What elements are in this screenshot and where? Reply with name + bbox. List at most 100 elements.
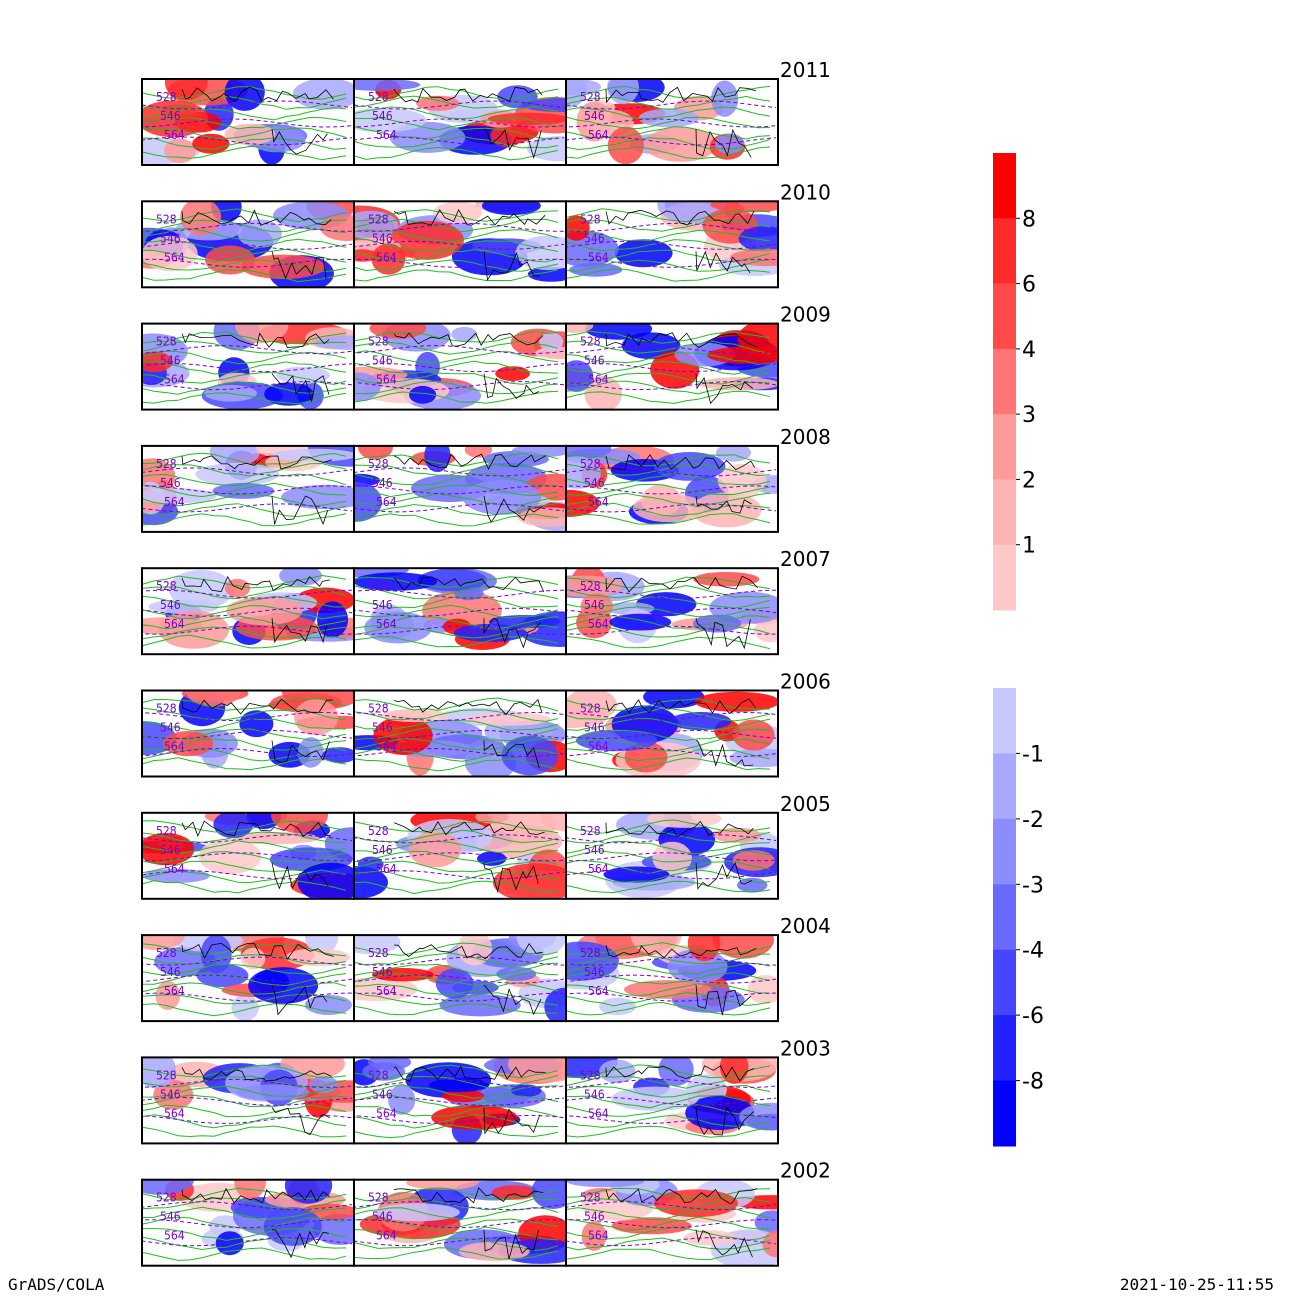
reference-contour-dashed xyxy=(566,974,777,984)
reference-contour-dashed xyxy=(142,345,353,355)
map-panel: 528 546 564 xyxy=(565,322,779,411)
geopotential-contour xyxy=(566,1206,771,1221)
negative-anomaly-shading xyxy=(271,448,354,462)
map-panel: 528 546 564 xyxy=(141,322,355,411)
map-panel: 528 546 564 xyxy=(353,1178,567,1267)
geopotential-contour xyxy=(354,372,559,385)
geopotential-contour xyxy=(566,454,771,467)
geopotential-contour xyxy=(566,707,771,722)
reference-contour-dashed xyxy=(354,485,565,495)
coastline xyxy=(605,86,757,158)
negative-anomaly-shading xyxy=(409,385,437,404)
colorbar-negative: -1 -2 -3 -4 -6 -8 xyxy=(993,688,1044,1147)
geopotential-contour xyxy=(354,1084,559,1099)
colorbar-tick-label: 8 xyxy=(1022,207,1036,232)
geopotential-contour xyxy=(354,380,559,395)
geopotential-contour xyxy=(142,259,347,273)
reference-contour-dashed xyxy=(142,625,353,635)
reference-contour-dashed xyxy=(142,1219,353,1229)
geopotential-contour xyxy=(142,757,347,771)
positive-anomaly-shading xyxy=(408,831,462,868)
positive-anomaly-shading xyxy=(653,1189,738,1218)
reference-contour-dashed xyxy=(142,607,353,617)
negative-anomaly-shading xyxy=(317,601,348,638)
geopotential-contour xyxy=(142,1085,347,1098)
geopotential-contour xyxy=(354,218,559,233)
positive-anomaly-shading xyxy=(155,981,181,1010)
contour-label: 528 xyxy=(156,1068,177,1082)
colorbar-swatch xyxy=(993,479,1016,546)
contour-label: 546 xyxy=(160,354,181,368)
negative-anomaly-shading xyxy=(148,599,219,615)
negative-anomaly-shading xyxy=(451,326,478,342)
negative-anomaly-shading xyxy=(566,1179,645,1188)
geopotential-contour xyxy=(566,698,771,711)
geopotential-contour xyxy=(566,992,771,1007)
positive-anomaly-shading xyxy=(737,323,778,358)
contour-label: 528 xyxy=(368,1068,389,1082)
geopotential-contour xyxy=(566,942,771,956)
geopotential-contour xyxy=(566,757,771,771)
geopotential-contour xyxy=(354,105,559,120)
contour-label: 564 xyxy=(588,128,609,142)
reference-contour-dashed xyxy=(354,729,565,740)
negative-anomaly-shading xyxy=(142,488,217,504)
geopotential-contour xyxy=(566,249,771,263)
coastline xyxy=(605,575,758,650)
geopotential-contour xyxy=(566,1216,771,1231)
colorbar-tick-label: 4 xyxy=(1022,338,1036,363)
colorbar-tick-label: -3 xyxy=(1022,873,1044,898)
geopotential-contour xyxy=(142,248,347,263)
reference-contour-dashed xyxy=(354,956,565,966)
coastline xyxy=(605,944,757,1016)
geopotential-contour xyxy=(566,492,771,508)
positive-anomaly-shading xyxy=(534,346,566,360)
colorbar-swatch xyxy=(993,753,1016,820)
reference-contour-dashed xyxy=(354,100,565,110)
positive-anomaly-shading xyxy=(713,827,762,843)
contour-label: 564 xyxy=(588,862,609,876)
negative-anomaly-shading xyxy=(489,615,561,628)
contour-label: 546 xyxy=(584,231,605,245)
panel-frame xyxy=(565,1056,779,1145)
year-label: 2007 xyxy=(780,547,831,571)
coastline xyxy=(393,1187,544,1260)
reference-contour-dashed xyxy=(566,607,777,617)
positive-anomaly-shading xyxy=(142,833,195,866)
colorbar-tick-label: 1 xyxy=(1022,534,1036,559)
negative-anomaly-shading xyxy=(354,79,421,91)
contour-label: 546 xyxy=(372,1087,393,1101)
reference-contour-dashed xyxy=(354,1114,565,1124)
contour-label: 546 xyxy=(372,231,393,245)
geopotential-contour xyxy=(354,238,559,252)
geopotential-contour xyxy=(354,1064,559,1079)
contour-label: 564 xyxy=(164,1229,185,1243)
positive-anomaly-shading xyxy=(431,1105,518,1130)
geopotential-contour xyxy=(354,758,559,772)
reference-contour-dashed xyxy=(354,974,565,984)
geopotential-contour xyxy=(354,1104,559,1118)
panel-row-2008: 528 546 564 528 546 564 528 546 564 2008 xyxy=(141,425,831,533)
panel-frame xyxy=(565,322,779,411)
reference-contour-dashed xyxy=(354,852,565,862)
colorbar-tick-label: -1 xyxy=(1022,742,1044,767)
contour-label: 564 xyxy=(376,250,397,264)
map-panel: 528 546 564 xyxy=(141,567,355,656)
reference-contour-dashed xyxy=(142,136,353,146)
map-panel: 528 546 564 xyxy=(141,1056,355,1145)
contour-label: 546 xyxy=(584,965,605,979)
contour-label: 564 xyxy=(164,495,185,509)
reference-contour-dashed xyxy=(354,589,565,599)
contour-label: 528 xyxy=(368,90,389,104)
reference-contour-dashed xyxy=(566,711,777,722)
geopotential-contour xyxy=(354,125,559,140)
positive-anomaly-shading xyxy=(466,712,551,726)
contour-label: 564 xyxy=(376,495,397,509)
panel-frame xyxy=(565,1178,779,1267)
coastline xyxy=(605,820,754,890)
geopotential-contour xyxy=(566,819,771,834)
geopotential-contour xyxy=(566,625,771,638)
coastline xyxy=(181,820,331,890)
contour-label: 528 xyxy=(156,90,177,104)
contour-label: 546 xyxy=(584,598,605,612)
